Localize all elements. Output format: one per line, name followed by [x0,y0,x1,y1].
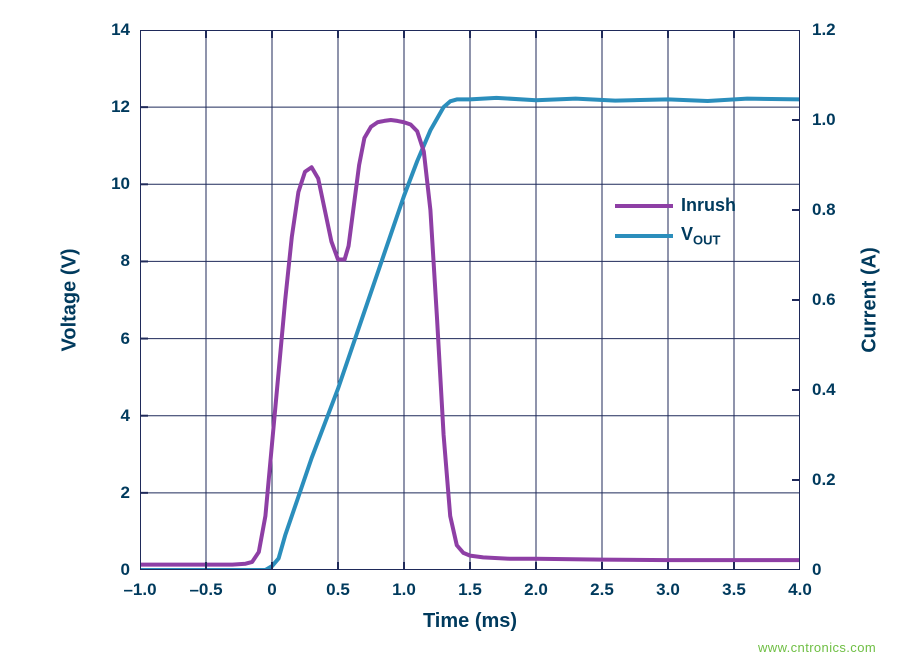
tick-label: 14 [111,20,130,40]
legend: Inrush VOUT [615,195,736,248]
legend-label: VOUT [681,224,720,248]
y-left-axis-label: Voltage (V) [59,249,82,352]
tick-label: 0 [121,560,130,580]
tick-label: –1.0 [123,580,156,600]
legend-swatch [615,234,673,238]
y-right-axis-label: Current (A) [859,247,882,353]
tick-label: –0.5 [189,580,222,600]
watermark-text: www.cntronics.com [758,640,876,655]
legend-item-inrush: Inrush [615,195,736,216]
tick-label: 0 [267,580,276,600]
tick-label: 12 [111,97,130,117]
tick-label: 0.8 [812,200,836,220]
tick-label: 0 [812,560,821,580]
tick-label: 4 [121,406,130,426]
legend-swatch [615,204,673,208]
chart-plot-svg [140,30,800,570]
x-axis-label: Time (ms) [423,610,517,633]
tick-label: 2.0 [524,580,548,600]
tick-label: 3.0 [656,580,680,600]
tick-label: 0.4 [812,380,836,400]
legend-label: Inrush [681,195,736,216]
tick-label: 0.6 [812,290,836,310]
tick-label: 10 [111,174,130,194]
tick-label: 0.5 [326,580,350,600]
tick-label: 1.0 [812,110,836,130]
tick-label: 0.2 [812,470,836,490]
tick-label: 1.2 [812,20,836,40]
tick-label: 2.5 [590,580,614,600]
tick-label: 3.5 [722,580,746,600]
tick-label: 6 [121,329,130,349]
tick-label: 1.0 [392,580,416,600]
legend-item-vout: VOUT [615,224,736,248]
tick-label: 2 [121,483,130,503]
tick-label: 8 [121,251,130,271]
tick-label: 1.5 [458,580,482,600]
tick-label: 4.0 [788,580,812,600]
chart-stage: Voltage (V) Current (A) Time (ms) Inrush… [0,0,897,666]
